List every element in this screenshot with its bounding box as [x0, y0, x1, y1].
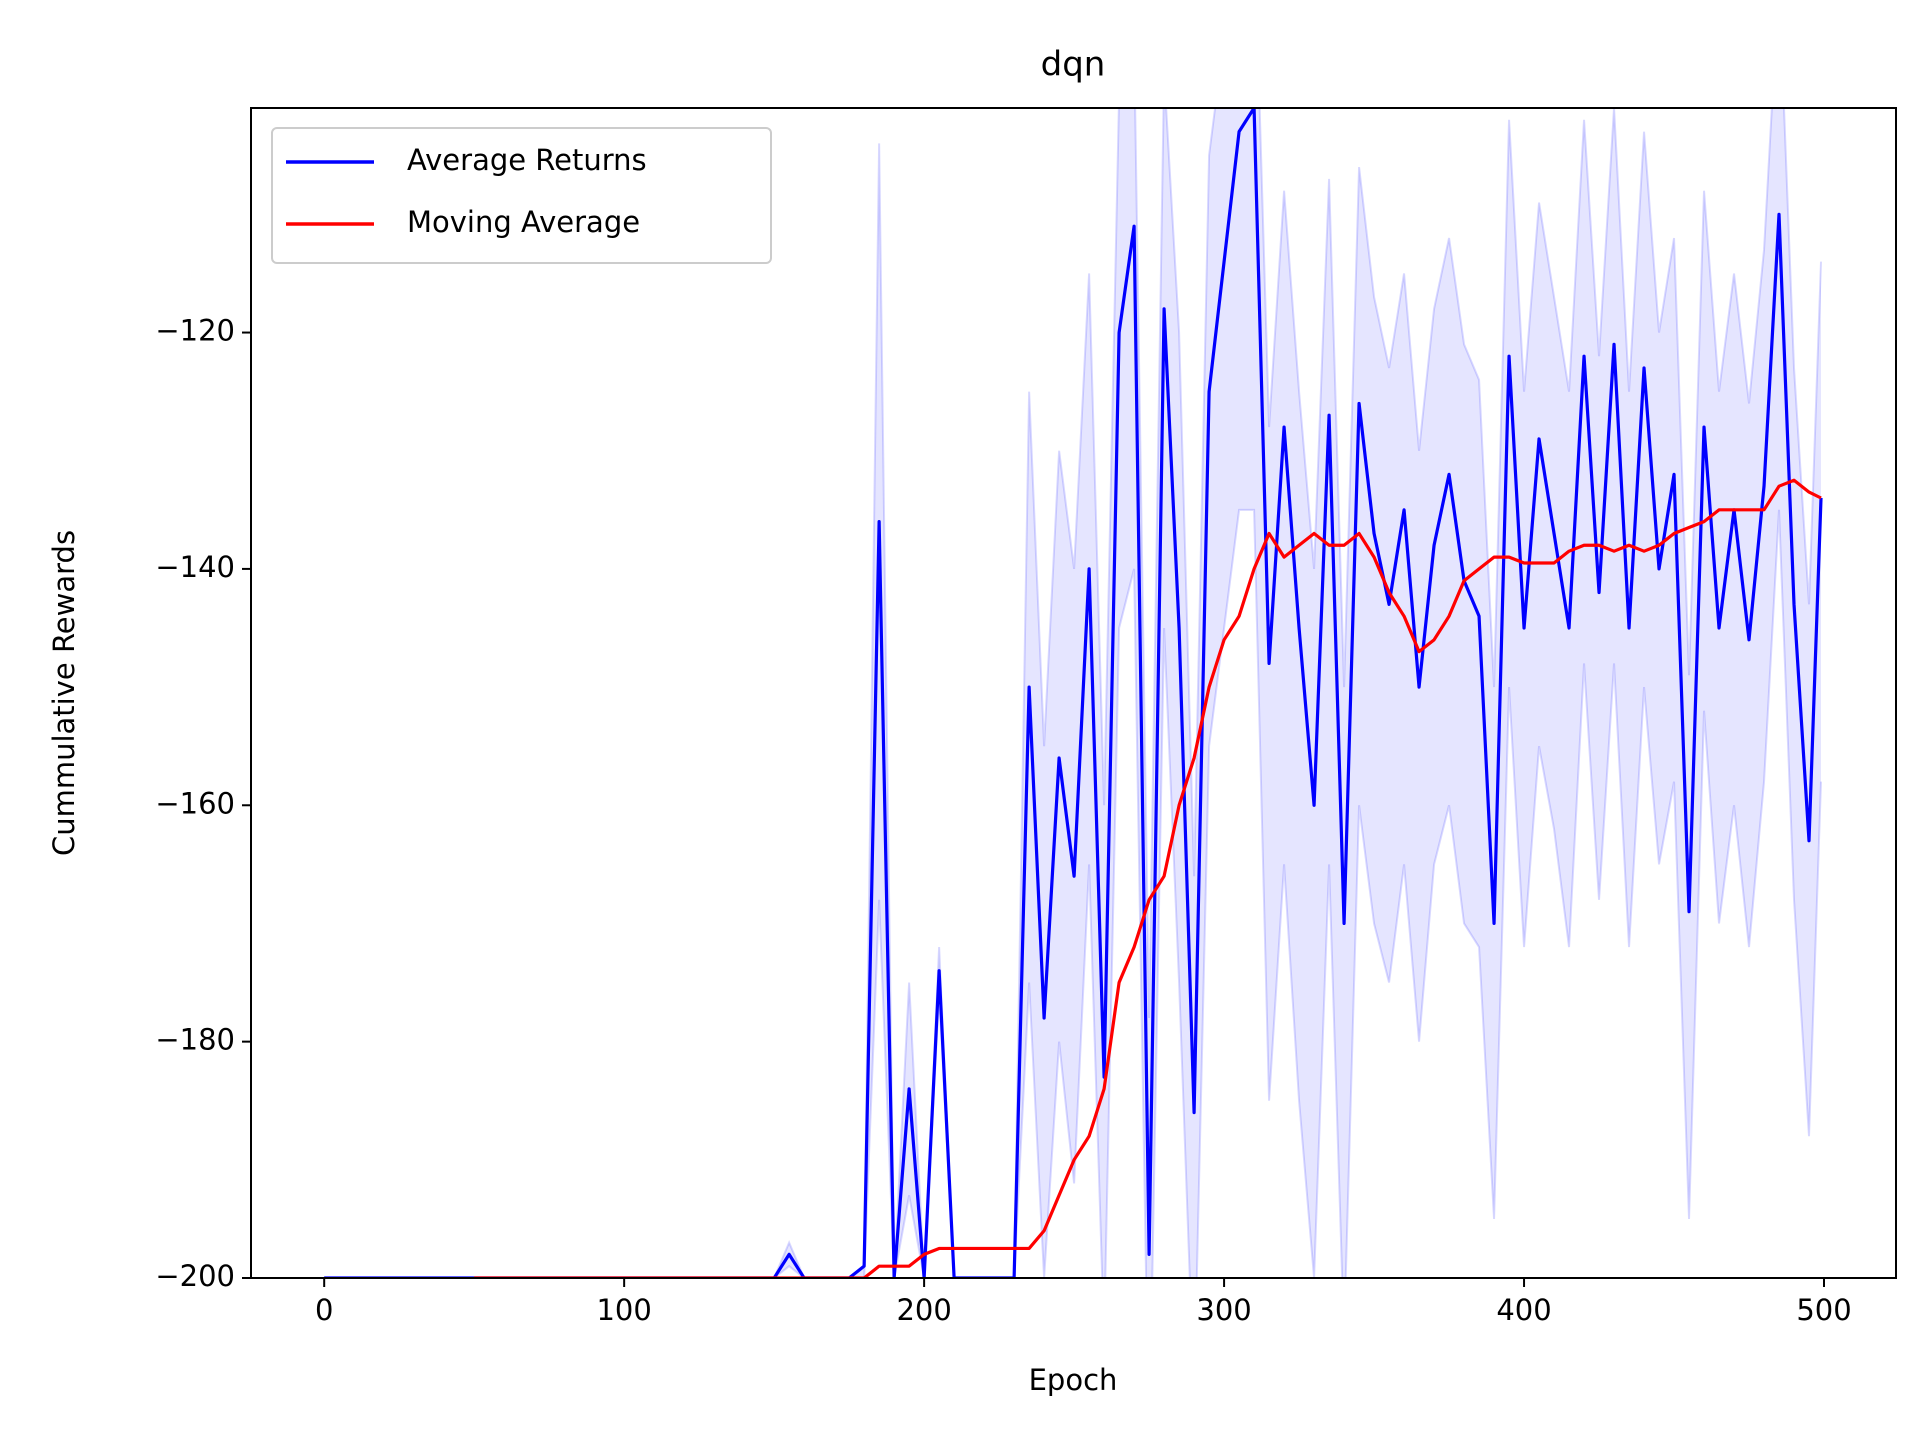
chart-title: dqn	[1041, 45, 1106, 85]
x-tick-label: 200	[896, 1293, 951, 1327]
x-tick-label: 0	[315, 1293, 333, 1327]
x-tick-label: 100	[596, 1293, 651, 1327]
legend-box	[271, 127, 772, 264]
x-axis-label: Epoch	[1029, 1363, 1118, 1397]
x-tick-label: 500	[1796, 1293, 1851, 1327]
series-line	[324, 108, 1823, 1278]
y-tick-label: −120	[155, 314, 235, 348]
y-tick-label: −200	[155, 1259, 235, 1293]
plot-area	[324, 108, 1823, 1278]
legend-label: Moving Average	[407, 205, 640, 239]
y-axis-label: Cummulative Rewards	[47, 530, 81, 856]
std-band	[324, 108, 1822, 1278]
y-tick-label: −140	[155, 550, 235, 584]
plot-frame	[250, 107, 1897, 1279]
series-line	[474, 478, 1822, 1278]
axes: 0 100 200 300 400 500 −200 −180 −160 −140 −120	[155, 314, 1851, 1327]
legend: Average Returns Moving Average	[271, 127, 772, 264]
band-lower-line	[324, 508, 1823, 1278]
legend-label: Average Returns	[407, 143, 647, 177]
band-upper-line	[324, 108, 1823, 1278]
y-tick-label: −180	[155, 1023, 235, 1057]
x-tick-label: 400	[1496, 1293, 1551, 1327]
y-tick-label: −160	[155, 786, 235, 820]
x-tick-label: 300	[1196, 1293, 1251, 1327]
